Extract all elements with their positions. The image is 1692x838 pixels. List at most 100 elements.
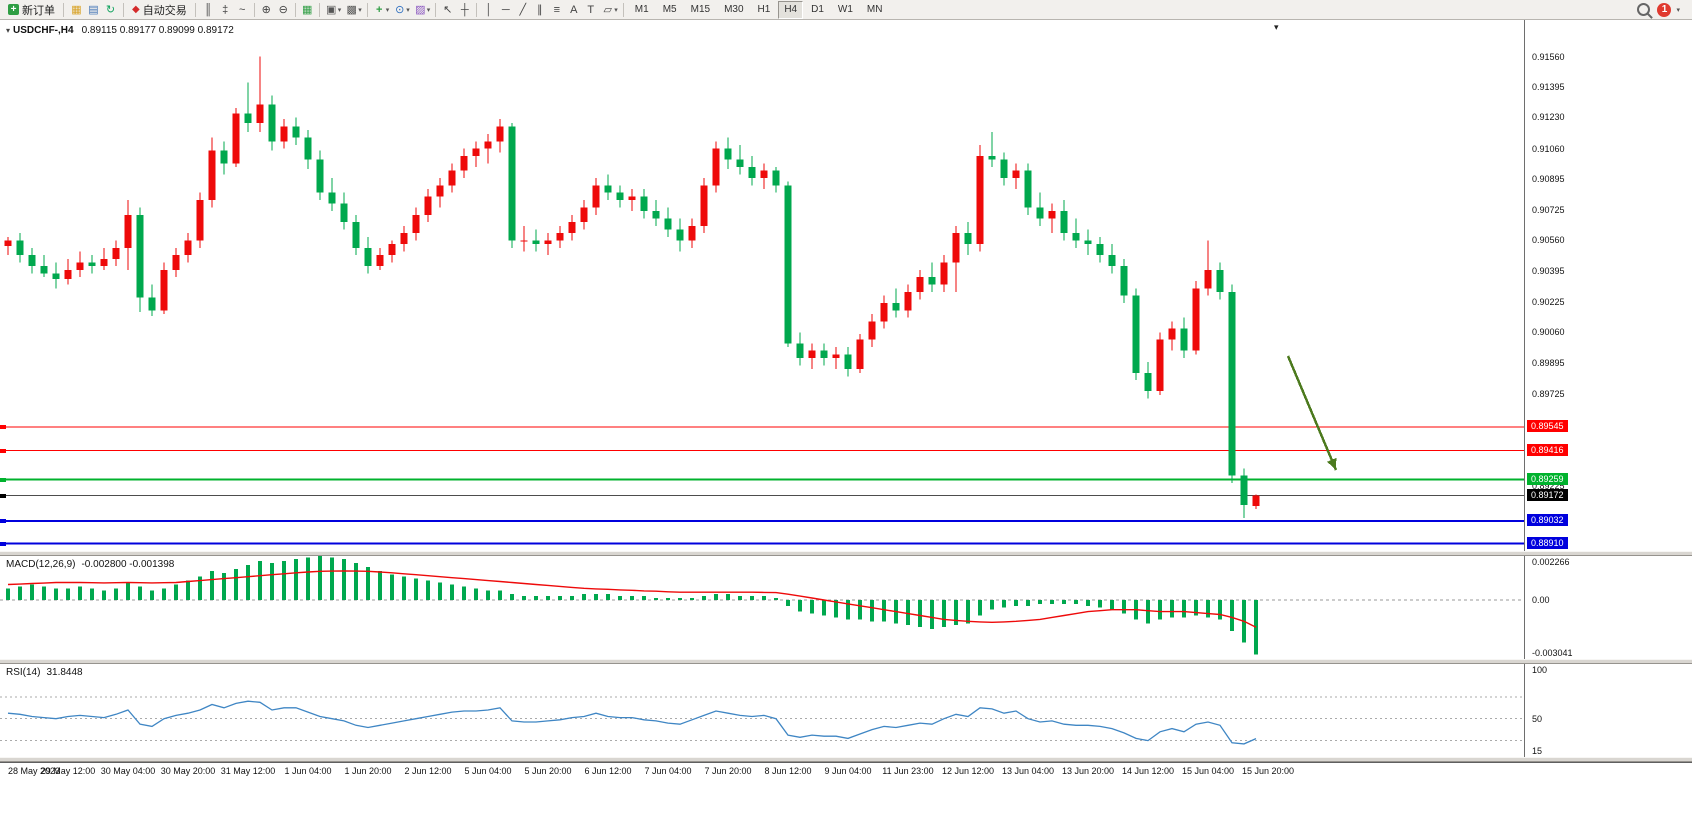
cascade-windows-icon[interactable]: ▩ ▾ xyxy=(343,1,364,19)
price-axis-label: 0.90060 xyxy=(1532,327,1565,338)
arrange-windows-icon[interactable]: ▣ ▾ xyxy=(323,1,344,19)
candlestick-chart-icon[interactable]: ‡ xyxy=(222,3,229,16)
text-label-icon[interactable]: T xyxy=(587,3,595,16)
panel-separator[interactable] xyxy=(0,659,1692,664)
timeframe-m30-button[interactable]: M30 xyxy=(724,3,744,15)
new-order-icon: + xyxy=(8,4,19,15)
trendline-icon[interactable]: ╱ xyxy=(519,3,527,16)
dropdown-caret-icon[interactable]: ▾ xyxy=(1676,6,1680,14)
price-chart-canvas[interactable] xyxy=(0,20,1524,551)
line-chart-icon[interactable]: ~ xyxy=(238,3,246,16)
panel-separator[interactable] xyxy=(0,757,1692,762)
dropdown-caret-icon: ▾ xyxy=(406,6,410,14)
text-icon[interactable]: A xyxy=(570,3,578,16)
toolbar-separator xyxy=(194,2,196,17)
timeframe-h1-button[interactable]: H1 xyxy=(757,3,771,15)
arrow-annotation[interactable] xyxy=(1286,355,1338,471)
templates-icon[interactable]: ▨ ▾ xyxy=(412,1,433,19)
rsi-axis-label: 100 xyxy=(1532,665,1548,675)
navigator-icon[interactable]: ▤ xyxy=(88,3,99,16)
toolbar-separator xyxy=(476,2,478,17)
bar-chart-icon[interactable]: ║ xyxy=(204,3,213,16)
channel-icon[interactable]: ∥ xyxy=(537,3,543,16)
time-axis-label: 7 Jun 04:00 xyxy=(644,766,692,776)
timeframe-m5-button[interactable]: M5 xyxy=(662,3,677,15)
notification-badge[interactable]: 1 xyxy=(1657,2,1672,17)
timeframe-m15-button[interactable]: M15 xyxy=(690,3,711,15)
zoom-out-icon[interactable]: ⊖ xyxy=(278,3,288,16)
cursor-icon[interactable]: ↖ xyxy=(443,3,453,16)
time-axis[interactable]: 28 May 2023 29 May 12:00 30 May 04:00 30 Ma… xyxy=(0,762,1692,778)
time-axis-label: 15 Jun 04:00 xyxy=(1181,766,1235,776)
price-axis-label: 0.89895 xyxy=(1532,357,1565,368)
time-axis-label: 2 Jun 12:00 xyxy=(404,766,452,776)
price-axis-label: 0.90560 xyxy=(1532,235,1565,246)
chart-shift-marker[interactable]: ▾ xyxy=(1274,22,1279,32)
bid-price-line-tag: 0.89172 xyxy=(1527,488,1568,501)
shapes-icon[interactable]: ▱ ▾ xyxy=(599,1,620,19)
panel-separator[interactable] xyxy=(0,551,1692,556)
crosshair-icon[interactable]: ┼ xyxy=(460,3,469,16)
tile-windows-icon[interactable]: ▦ xyxy=(302,3,313,16)
market-watch-icon[interactable]: ▦ xyxy=(71,3,82,16)
chart-title: ▾ USDCHF-,H4 0.89115 0.89177 0.89099 0.891… xyxy=(6,25,234,36)
toolbar-separator xyxy=(123,2,124,17)
time-axis-label: 5 Jun 20:00 xyxy=(524,766,572,776)
time-axis-label: 1 Jun 20:00 xyxy=(344,766,392,776)
refresh-icon[interactable]: ↻ xyxy=(105,3,116,16)
price-axis-label: 0.91060 xyxy=(1532,143,1565,154)
time-axis-label: 30 May 20:00 xyxy=(160,766,216,776)
toolbar-separator xyxy=(318,2,320,17)
rsi-canvas[interactable] xyxy=(0,664,1524,757)
price-axis[interactable]: 0.89545 0.89416 0.89259 0.89172 0.89032 0.889… xyxy=(1525,20,1692,778)
timeframe-h4-button[interactable]: H4 xyxy=(778,0,804,19)
toolbar-separator xyxy=(622,2,624,17)
timeframe-m1-button[interactable]: M1 xyxy=(634,3,649,15)
dropdown-caret-icon: ▾ xyxy=(337,6,342,14)
rsi-name: RSI(14) xyxy=(6,667,41,678)
zoom-in-icon[interactable]: ⊕ xyxy=(261,3,271,16)
search-icon[interactable] xyxy=(1637,3,1651,16)
rsi-header: RSI(14) 31.8448 xyxy=(6,667,83,678)
fibonacci-icon[interactable]: ≡ xyxy=(553,3,560,16)
new-order-button[interactable]: + 新订单 xyxy=(4,1,59,19)
vertical-line-icon[interactable]: │ xyxy=(485,3,493,16)
time-axis-label: 13 Jun 04:00 xyxy=(1001,766,1055,776)
macd-name: MACD(12,26,9) xyxy=(6,559,76,570)
macd-signal-line xyxy=(7,570,1257,628)
autotrading-button[interactable]: ◆ 自动交易 xyxy=(128,1,191,19)
time-axis-label: 8 Jun 12:00 xyxy=(764,766,812,776)
price-axis-label: 0.90725 xyxy=(1532,205,1565,216)
horizontal-line-icon[interactable]: ─ xyxy=(501,3,510,16)
candlesticks xyxy=(4,56,1260,518)
rsi-axis-label: 50 xyxy=(1532,713,1543,724)
timeframe-d1-button[interactable]: D1 xyxy=(811,3,824,15)
resistance-line-1-tag: 0.89545 xyxy=(1527,419,1568,432)
toolbar-tool-icons: ║ ‡ ~ ⊕ ⊖ ▦ ▣ ▾ ▩ ▾ + ▾ ⊙ ▾ ▨ ▾ ↖ ┼ │ ─ ╱ ∥ ≡ A T ▱ ▾ xyxy=(200,1,627,19)
add-indicator-icon[interactable]: + ▾ xyxy=(371,1,392,19)
toolbar: + 新订单 ▦ ▤ ↻ ◆ 自动交易 ║ ‡ ~ ⊕ ⊖ ▦ ▣ ▾ ▩ ▾ + ▾ ⊙ ▾ ▨ ▾ ↖ ┼ │ ─ ╱ ∥ ≡… xyxy=(0,0,1692,20)
timeframe-mn-button[interactable]: MN xyxy=(866,3,883,15)
dropdown-caret-icon: ▾ xyxy=(614,6,618,14)
support-line-blue-1-tag: 0.89032 xyxy=(1527,514,1568,527)
price-axis-label: 0.90225 xyxy=(1532,297,1565,308)
macd-axis-label: 0.00 xyxy=(1532,594,1550,605)
toolbar-window-icons: ▦ ▤ ↻ xyxy=(68,1,119,19)
toolbar-separator xyxy=(253,2,255,17)
price-axis-label: 0.90895 xyxy=(1532,173,1565,184)
time-axis-label: 29 May 12:00 xyxy=(40,766,96,776)
periods-icon[interactable]: ⊙ ▾ xyxy=(391,1,412,19)
periods-icon-glyph: ⊙ xyxy=(395,3,405,16)
macd-axis-label: -0.003041 xyxy=(1532,648,1573,658)
macd-histogram xyxy=(6,556,1258,655)
resistance-line-2-tag: 0.89416 xyxy=(1527,443,1568,456)
macd-canvas[interactable] xyxy=(0,556,1524,659)
arrange-windows-icon-glyph: ▣ xyxy=(326,3,337,16)
time-axis-label: 12 Jun 12:00 xyxy=(941,766,995,776)
timeframe-w1-button[interactable]: W1 xyxy=(837,3,853,15)
time-axis-label: 28 May 2023 xyxy=(8,766,61,776)
time-axis-label: 1 Jun 04:00 xyxy=(284,766,332,776)
time-axis-label: 14 Jun 12:00 xyxy=(1121,766,1175,776)
chart-menu-icon[interactable]: ▾ xyxy=(6,26,11,35)
